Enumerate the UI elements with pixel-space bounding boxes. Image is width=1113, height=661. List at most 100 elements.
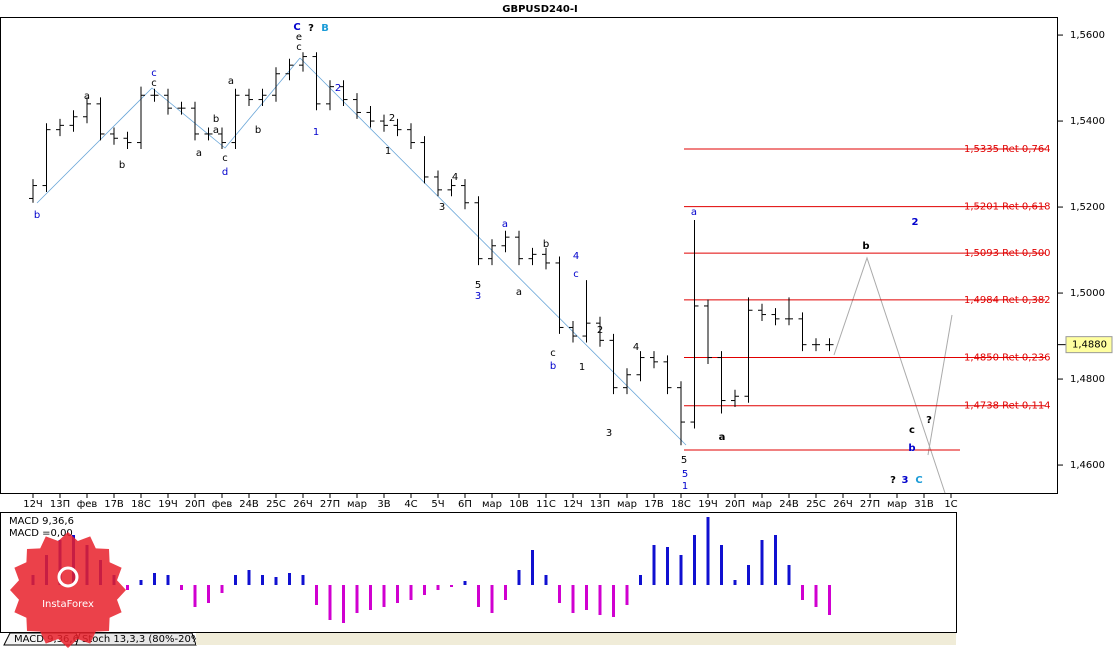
x-tick-label: 12Ч bbox=[563, 499, 583, 510]
wave-label: c bbox=[296, 42, 302, 53]
macd-bar bbox=[207, 585, 210, 603]
ohlc-bar bbox=[717, 351, 726, 414]
x-tick-label: 31В bbox=[914, 499, 934, 510]
ohlc-bar bbox=[690, 219, 699, 429]
macd-bar bbox=[558, 585, 561, 603]
wave-label: e bbox=[296, 32, 302, 43]
ohlc-bar bbox=[29, 179, 37, 203]
macd-bar bbox=[747, 565, 750, 585]
macd-bar bbox=[247, 570, 251, 585]
macd-bar bbox=[625, 585, 629, 605]
wave-label: 5 bbox=[681, 455, 687, 466]
x-tick-label: 11С bbox=[536, 499, 556, 510]
wave-label: ? bbox=[926, 415, 932, 426]
macd-bar bbox=[517, 570, 521, 585]
macd-bar bbox=[342, 585, 345, 623]
wave-label: a bbox=[84, 91, 90, 102]
wave-label: 3 bbox=[902, 475, 909, 486]
macd-bar bbox=[814, 585, 818, 607]
macd-bar bbox=[774, 535, 777, 585]
ohlc-bar bbox=[623, 368, 631, 395]
x-tick-label: 25С bbox=[266, 499, 286, 510]
ohlc-bar bbox=[83, 97, 91, 124]
macd-bar bbox=[180, 585, 183, 590]
macd-bar bbox=[139, 580, 143, 585]
macd-bar bbox=[166, 575, 170, 585]
wave-label: a bbox=[516, 287, 522, 298]
ohlc-bar bbox=[744, 297, 753, 403]
macd-title: MACD 9,36,6 bbox=[9, 516, 74, 527]
ohlc-bar bbox=[650, 351, 658, 369]
ohlc-bar bbox=[191, 101, 199, 141]
ohlc-bar bbox=[528, 247, 537, 266]
x-tick-label: 20П bbox=[185, 499, 205, 510]
y-tick-label: 1,5400 bbox=[1070, 116, 1105, 127]
ohlc-bar bbox=[515, 230, 523, 266]
ohlc-bar bbox=[582, 280, 591, 343]
x-tick-label: 26Ч bbox=[833, 499, 853, 510]
y-tick-label: 1,5000 bbox=[1070, 288, 1105, 299]
wave-label: c bbox=[909, 425, 915, 436]
chart-title: GBPUSD240-I bbox=[502, 4, 578, 15]
macd-bar bbox=[801, 585, 804, 600]
macd-bar bbox=[423, 585, 426, 595]
x-tick-label: 13П bbox=[590, 499, 610, 510]
x-tick-label: 19Ч bbox=[698, 499, 718, 510]
projection-line bbox=[927, 314, 953, 456]
x-tick-label: 27П bbox=[860, 499, 880, 510]
x-tick-label: 24В bbox=[779, 499, 799, 510]
ohlc-bar bbox=[285, 58, 294, 81]
ohlc-bar bbox=[218, 127, 226, 150]
projection-lines bbox=[833, 256, 953, 494]
ohlc-bar bbox=[663, 355, 672, 395]
x-tick-label: 10В bbox=[509, 499, 529, 510]
x-tick-label: 17В bbox=[104, 499, 124, 510]
x-tick-label: 24В bbox=[239, 499, 259, 510]
macd-value: MACD =0,00 bbox=[9, 528, 73, 539]
ohlc-bar bbox=[96, 97, 105, 141]
x-tick-label: 25С bbox=[806, 499, 826, 510]
macd-bar bbox=[598, 585, 602, 615]
retracement-label: 1,5335 Ret 0,764 bbox=[964, 144, 1051, 155]
wave-label: b bbox=[213, 114, 219, 125]
ohlc-bar bbox=[353, 93, 361, 119]
x-tick-label: 5Ч bbox=[431, 499, 444, 510]
x-tick-label: фев bbox=[212, 499, 233, 510]
wave-label: c bbox=[573, 269, 579, 280]
tab-label[interactable]: Stoch 13,3,3 (80%-20%) bbox=[82, 634, 204, 645]
macd-bar bbox=[153, 573, 156, 585]
ohlc-bar bbox=[164, 88, 172, 115]
macd-bar bbox=[274, 577, 278, 585]
current-price-label: 1,4880 bbox=[1072, 340, 1107, 351]
macd-bar bbox=[652, 545, 656, 585]
ohlc-bar bbox=[569, 321, 577, 343]
ohlc-bar bbox=[420, 136, 429, 184]
ohlc-bar bbox=[299, 52, 307, 72]
macd-bar bbox=[193, 585, 197, 607]
ohlc-bar bbox=[704, 299, 712, 365]
wave-label: b bbox=[550, 361, 556, 372]
wave-label: b bbox=[908, 443, 915, 454]
wave-label: C bbox=[293, 22, 300, 33]
ohlc-bar bbox=[245, 88, 253, 107]
x-tick-label: 20П bbox=[725, 499, 745, 510]
wave-label: 5 bbox=[682, 469, 688, 480]
ohlc-bar bbox=[150, 88, 159, 102]
wave-label: b bbox=[543, 239, 549, 250]
macd-bar bbox=[315, 585, 318, 605]
wave-label: a bbox=[196, 148, 202, 159]
ohlc-bar bbox=[771, 308, 780, 326]
wave-label: 1 bbox=[682, 481, 688, 492]
ohlc-bar bbox=[137, 86, 145, 150]
ohlc-bar bbox=[488, 239, 496, 266]
ohlc-bar bbox=[461, 179, 469, 210]
macd-bar bbox=[720, 545, 723, 585]
macd-bar bbox=[450, 585, 453, 587]
x-tick-label: 3В bbox=[377, 499, 390, 510]
macd-bar bbox=[693, 535, 696, 585]
ohlc-bar bbox=[474, 196, 483, 266]
wave-label: a bbox=[719, 432, 726, 443]
macd-bar bbox=[760, 540, 764, 585]
